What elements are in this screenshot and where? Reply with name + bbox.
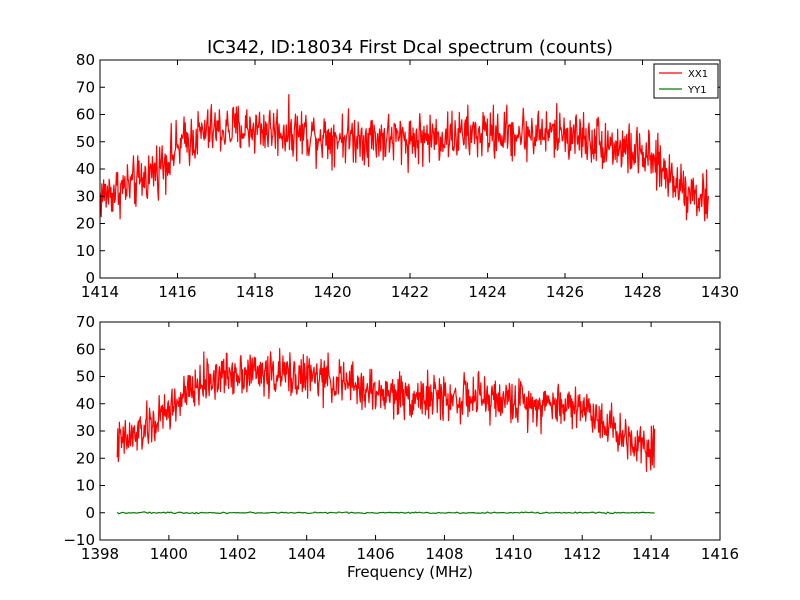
x-tick-label: 1404 <box>288 545 326 563</box>
x-tick-label: 1430 <box>701 283 739 301</box>
y-tick-label: 0 <box>85 269 95 287</box>
y-tick-label: 70 <box>76 78 95 96</box>
y-tick-label: −10 <box>63 531 95 549</box>
x-tick-label: 1414 <box>81 283 119 301</box>
x-tick-label: 1428 <box>623 283 661 301</box>
x-tick-label: 1424 <box>468 283 506 301</box>
y-tick-label: 50 <box>76 133 95 151</box>
y-tick-label: 10 <box>76 242 95 260</box>
legend-label-xx1: XX1 <box>688 69 708 80</box>
x-tick-label: 1408 <box>425 545 463 563</box>
y-tick-label: 80 <box>76 51 95 69</box>
legend-label-yy1: YY1 <box>687 85 707 96</box>
y-tick-label: 40 <box>76 395 95 413</box>
series-line-xx1 <box>100 93 709 222</box>
bottom-plot: 1398 1400 1402 1404 1406 1408 1410 1412 1414 1416… <box>63 313 739 563</box>
x-axis-label: Frequency (MHz) <box>347 563 473 581</box>
x-tick-label: 1418 <box>236 283 274 301</box>
x-tick-label: 1414 <box>632 545 670 563</box>
x-tick-label: 1410 <box>494 545 532 563</box>
y-tick-label: 60 <box>76 340 95 358</box>
y-tick-label: 30 <box>76 422 95 440</box>
y-tick-label: 70 <box>76 313 95 331</box>
y-tick-label: 10 <box>76 477 95 495</box>
x-tick-label: 1422 <box>391 283 429 301</box>
x-tick-label: 1406 <box>356 545 394 563</box>
x-tick-label: 1412 <box>563 545 601 563</box>
series-line-yy1 <box>116 511 655 515</box>
y-tick-label: 20 <box>76 215 95 233</box>
x-tick-label: 1398 <box>81 545 119 563</box>
series-line-xx1 <box>116 347 656 473</box>
x-tick-label: 1420 <box>313 283 351 301</box>
chart-title: IC342, ID:18034 First Dcal spectrum (cou… <box>207 37 613 58</box>
top-plot: 1414 1416 1418 1420 1422 1424 1426 1428 1430 0 10 2… <box>76 51 739 301</box>
x-tick-label: 1416 <box>701 545 739 563</box>
y-tick-label: 30 <box>76 187 95 205</box>
x-tick-label: 1402 <box>219 545 257 563</box>
x-tick-label: 1426 <box>546 283 584 301</box>
x-tick-label: 1416 <box>158 283 196 301</box>
x-tick-label: 1400 <box>150 545 188 563</box>
y-tick-label: 40 <box>76 160 95 178</box>
y-tick-label: 60 <box>76 106 95 124</box>
y-tick-label: 50 <box>76 368 95 386</box>
y-tick-label: 20 <box>76 449 95 467</box>
y-tick-label: 0 <box>85 504 95 522</box>
